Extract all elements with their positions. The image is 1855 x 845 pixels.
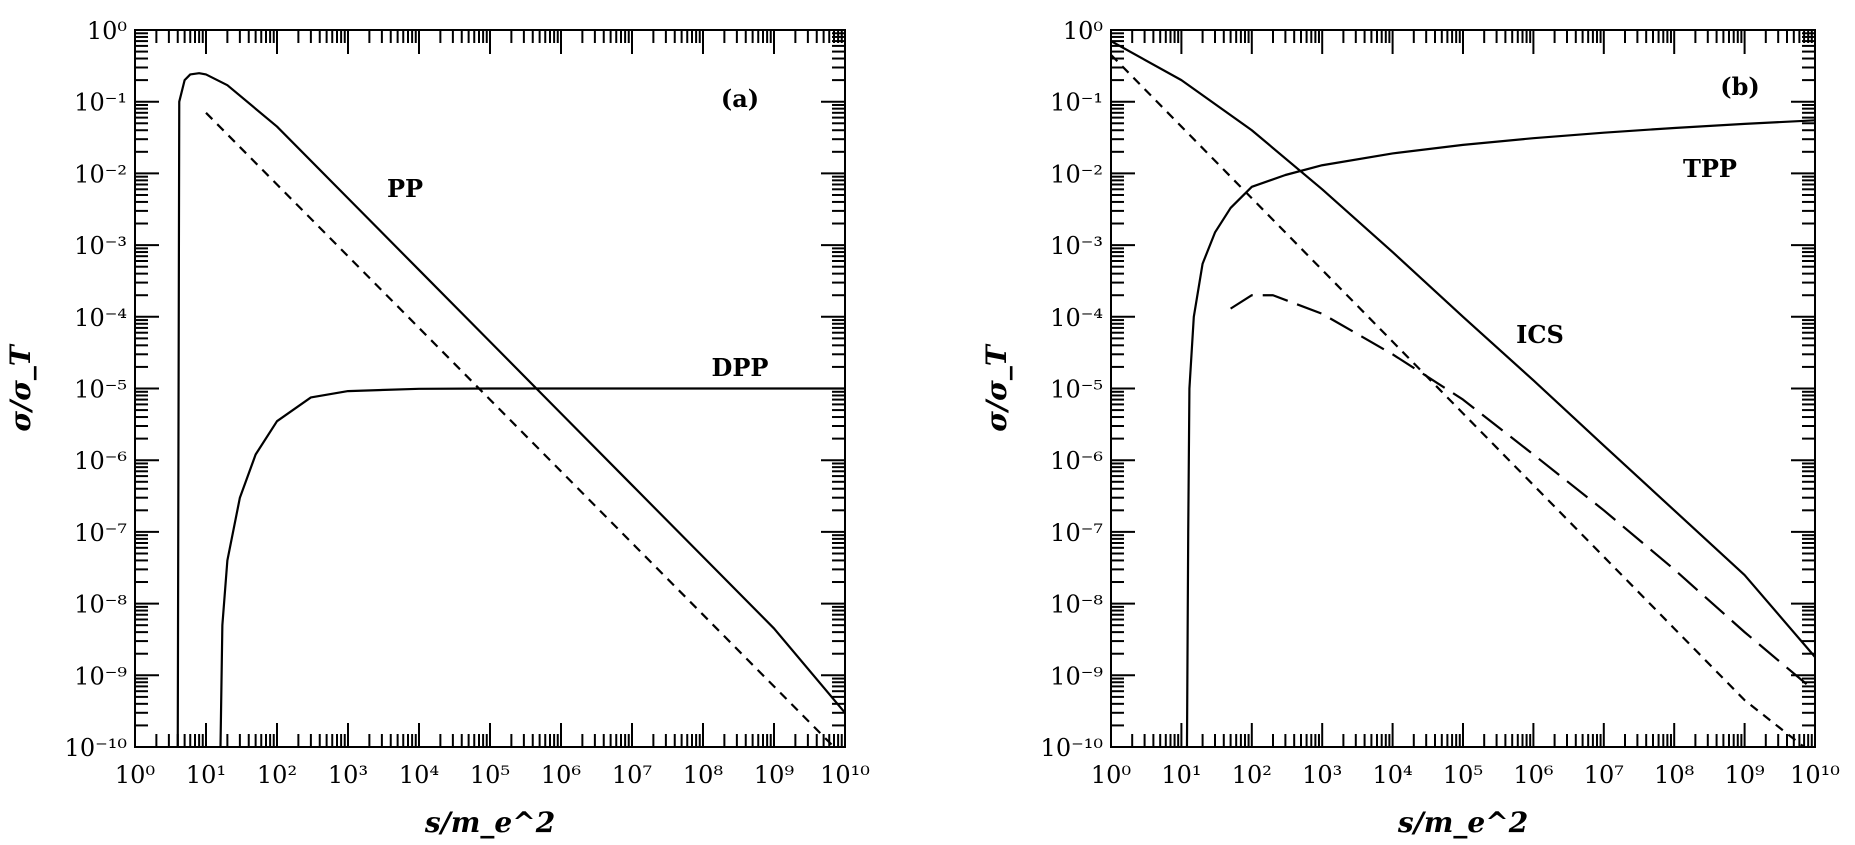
y-tick-label: 10⁻³ [1050, 232, 1103, 260]
y-tick-label: 10⁻¹⁰ [65, 734, 127, 762]
x-tick-label: 10⁴ [399, 761, 439, 789]
y-tick-label: 10⁻⁷ [1050, 519, 1103, 547]
y-tick-label: 10⁻¹ [74, 89, 127, 117]
x-tick-label: 10⁹ [754, 761, 795, 789]
x-tick-label: 10³ [328, 761, 368, 789]
x-tick-label: 10⁵ [470, 761, 510, 789]
y-tick-label: 10⁻² [74, 160, 127, 188]
axis-ticks [134, 29, 846, 748]
y-tick-label: 10⁰ [1063, 17, 1103, 45]
annotation-ics: ICS [1516, 320, 1564, 349]
x-tick-label: 10⁴ [1373, 761, 1413, 789]
x-tick-label: 10⁷ [1584, 761, 1624, 789]
series-line-ics [1111, 40, 1815, 658]
annotation-pp: PP [387, 174, 423, 203]
y-tick-label: 10⁻⁸ [74, 591, 127, 619]
y-tick-label: 10⁻¹ [1050, 89, 1103, 117]
x-tick-label: 10¹⁰ [820, 761, 870, 789]
x-tick-label: 10² [1232, 761, 1272, 789]
series-line-dpp [219, 387, 845, 747]
x-tick-label: 10⁸ [683, 761, 723, 789]
y-tick-label: 10⁻² [1050, 160, 1103, 188]
series-line-pp [176, 72, 845, 747]
y-tick-label: 10⁻⁴ [74, 304, 127, 332]
x-tick-label: 10⁹ [1725, 761, 1766, 789]
x-tick-label: 10⁷ [612, 761, 652, 789]
y-tick-label: 10⁻⁶ [74, 447, 127, 475]
y-tick-label: 10⁻⁵ [1050, 376, 1103, 404]
x-tick-label: 10¹ [1161, 761, 1201, 789]
y-tick-label: 10⁻⁴ [1050, 304, 1103, 332]
y-tick-label: 10⁻¹⁰ [1041, 734, 1103, 762]
series-line-tpp [1185, 119, 1815, 747]
series-line-long-dashed-2 [1230, 294, 1815, 693]
y-tick-label: 10⁻⁹ [74, 662, 127, 690]
x-tick-label: 10⁶ [1513, 761, 1553, 789]
x-tick-label: 10⁸ [1654, 761, 1694, 789]
y-tick-label: 10⁻⁵ [74, 376, 127, 404]
x-tick-label: 10⁶ [541, 761, 581, 789]
annotation-dpp: DPP [712, 353, 769, 382]
x-tick-label: 10³ [1302, 761, 1342, 789]
x-tick-label: 10¹⁰ [1790, 761, 1840, 789]
y-tick-label: 10⁻⁷ [74, 519, 127, 547]
x-tick-label: 10⁰ [115, 761, 155, 789]
x-axis-label: s/m_e^2 [1397, 806, 1528, 839]
plot-frame [1110, 29, 1816, 748]
series-line-dashed-3 [1111, 54, 1805, 747]
y-axis-label: σ/σ_T [4, 343, 37, 432]
y-tick-label: 10⁻⁹ [1050, 662, 1103, 690]
x-axis-label: s/m_e^2 [424, 806, 555, 839]
chart-panel-b: 10⁰ 10¹ 10² 10³ 10⁴ 10⁵ 10⁶ 10⁷ 10⁸ 10⁹ 10¹⁰10⁰10⁻… [980, 17, 1840, 839]
x-tick-label: 10² [257, 761, 297, 789]
x-tick-label: 10⁵ [1443, 761, 1483, 789]
x-tick-label: 10¹ [186, 761, 226, 789]
chart-panel-a: 10⁰ 10¹ 10² 10³ 10⁴ 10⁵ 10⁶ 10⁷ 10⁸ 10⁹ 10¹⁰10⁰10⁻… [4, 17, 870, 839]
y-tick-label: 10⁻⁶ [1050, 447, 1103, 475]
panel-label: (a) [721, 84, 759, 113]
x-tick-label: 10⁰ [1091, 761, 1131, 789]
y-tick-label: 10⁰ [87, 17, 127, 45]
y-axis-label: σ/σ_T [980, 343, 1013, 432]
y-tick-label: 10⁻³ [74, 232, 127, 260]
axis-ticks [1110, 29, 1816, 748]
annotation-tpp: TPP [1683, 154, 1737, 183]
y-tick-label: 10⁻⁸ [1050, 591, 1103, 619]
series-line-dashed-2 [205, 112, 835, 747]
panel-label: (b) [1720, 72, 1760, 101]
